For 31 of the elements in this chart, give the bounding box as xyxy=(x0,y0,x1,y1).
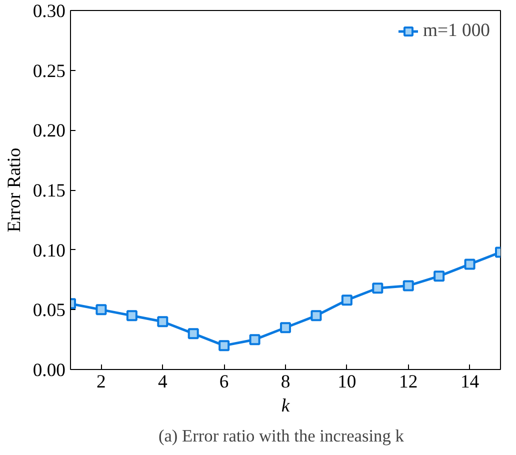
point xyxy=(280,322,291,334)
y-tick-label: 0.15 xyxy=(32,180,66,202)
point xyxy=(310,310,322,322)
y-tick-label: 0.30 xyxy=(32,1,66,22)
point xyxy=(402,280,414,292)
x-tick-label: 10 xyxy=(338,372,356,392)
x-tick-label: 12 xyxy=(399,372,418,392)
point xyxy=(341,294,352,306)
x-axis-title: k xyxy=(281,396,290,416)
point xyxy=(218,340,230,352)
point xyxy=(157,316,168,328)
point xyxy=(188,328,199,340)
point xyxy=(434,270,445,282)
point xyxy=(464,258,476,270)
x-tick-label: 8 xyxy=(280,372,290,392)
y-tick-label: 0.10 xyxy=(32,240,66,262)
y-tick-label: 0.20 xyxy=(32,120,66,142)
y-tick-label: 0.25 xyxy=(32,60,66,82)
text: (a) Error ratio with the increasing k xyxy=(158,426,404,446)
y-tick-label: 0.00 xyxy=(32,360,66,381)
x-tick-label: 14 xyxy=(460,372,480,392)
point xyxy=(372,282,384,294)
point xyxy=(126,310,138,322)
x-tick-label: 4 xyxy=(158,372,168,392)
x-tick-label: 2 xyxy=(96,372,106,392)
y-axis-title: Error Ratio xyxy=(4,148,25,232)
point xyxy=(96,304,107,316)
point xyxy=(249,334,260,346)
y-tick-label: 0.05 xyxy=(32,300,66,322)
legend-label: m=1 000 xyxy=(422,20,490,42)
x-tick-label: 6 xyxy=(219,372,229,392)
